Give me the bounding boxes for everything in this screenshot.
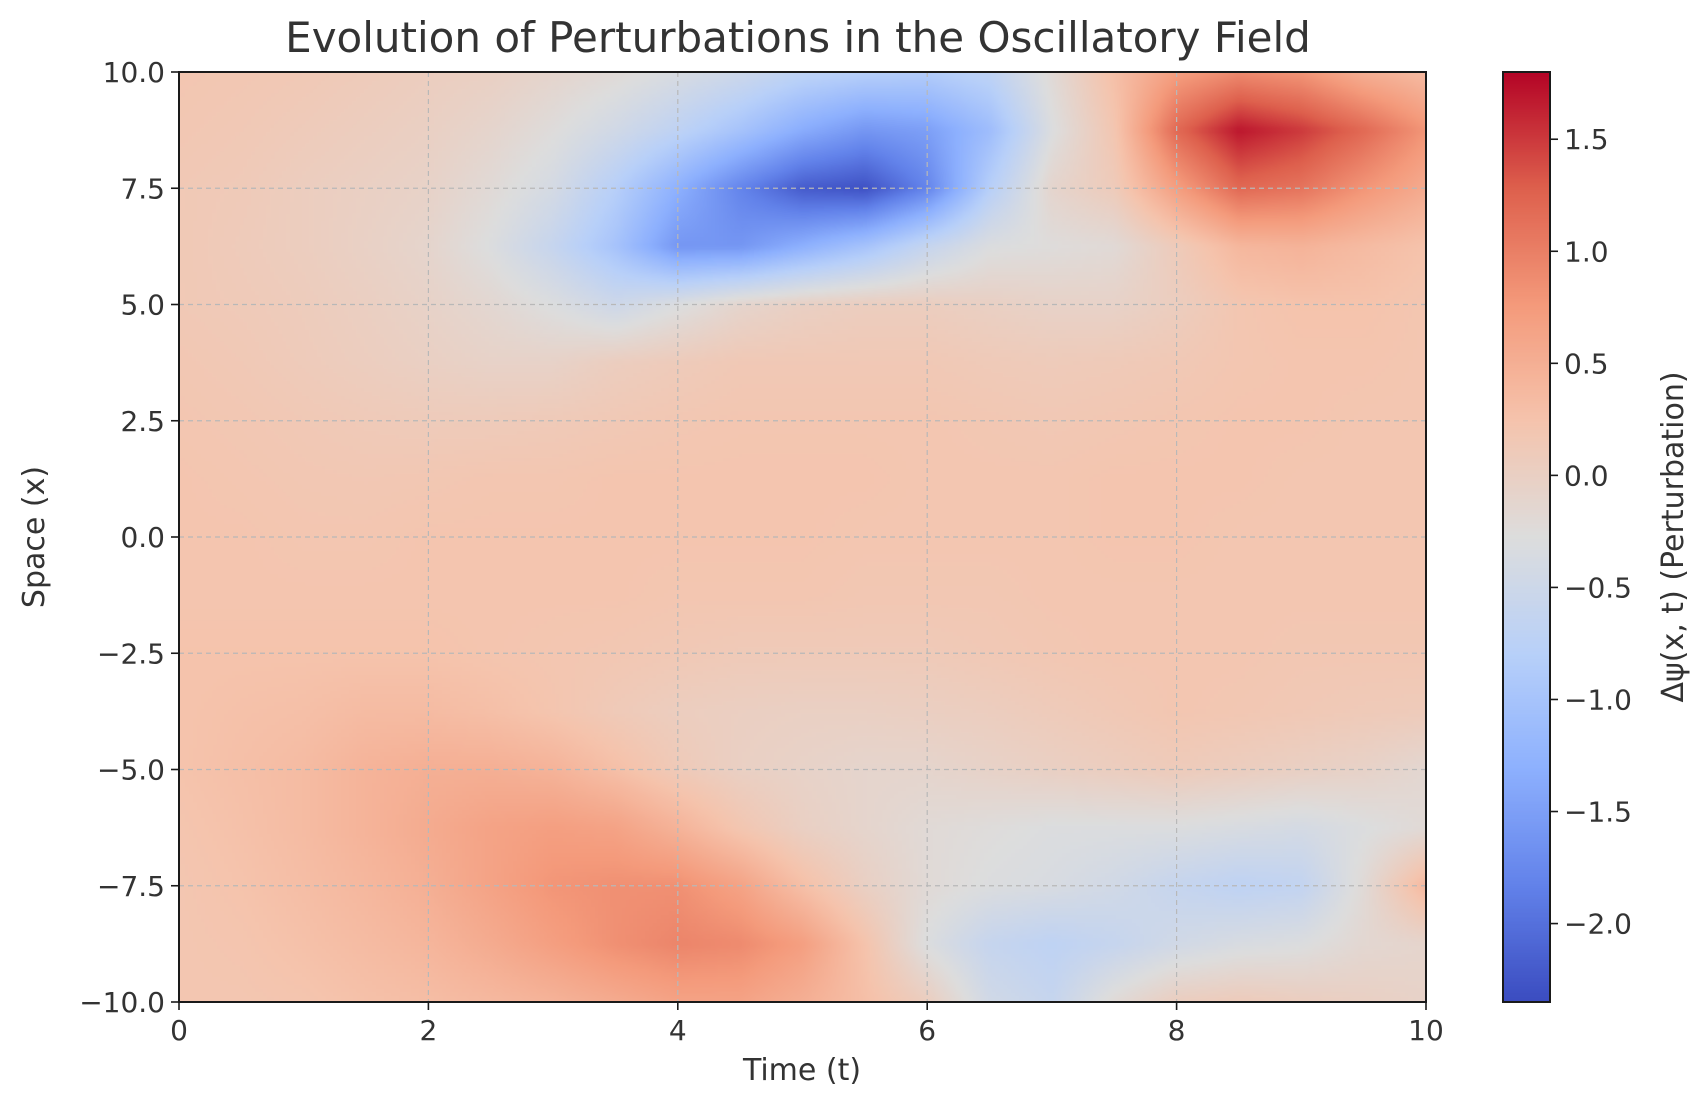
y-tick-label: −10.0 — [79, 986, 165, 1019]
x-tick-label: 10 — [1408, 1014, 1444, 1047]
y-tick-label: −5.0 — [97, 754, 165, 787]
x-tick-label: 8 — [1168, 1014, 1186, 1047]
x-tick-label: 0 — [170, 1014, 188, 1047]
colorbar-ticks: −2.0 −1.5 −1.0 −0.5 0.0 0.5 1.0 1.5 — [1550, 123, 1632, 941]
chart-title: Evolution of Perturbations in the Oscill… — [285, 13, 1311, 62]
plot-area — [178, 71, 1427, 1003]
x-tick-label: 4 — [669, 1014, 687, 1047]
x-axis-ticks: 0 2 4 6 8 10 — [170, 1002, 1444, 1047]
x-axis-label: Time (t) — [742, 1053, 861, 1088]
colorbar-tick-label: −2.0 — [1564, 908, 1632, 941]
colorbar-tick-label: −1.0 — [1564, 683, 1632, 716]
colorbar-label: Δψ(x, t) (Perturbation) — [1656, 371, 1691, 702]
x-tick-label: 6 — [918, 1014, 936, 1047]
colorbar-tick-label: −0.5 — [1564, 571, 1632, 604]
y-tick-label: 7.5 — [120, 172, 165, 205]
colorbar-tick-label: 1.0 — [1564, 235, 1609, 268]
colorbar-tick-label: −1.5 — [1564, 796, 1632, 829]
colorbar: −2.0 −1.5 −1.0 −0.5 0.0 0.5 1.0 1.5 Δψ(x, t) (P… — [1502, 71, 1691, 1003]
colorbar-gradient — [1503, 72, 1550, 1002]
y-tick-label: 10.0 — [103, 56, 165, 89]
y-tick-label: 5.0 — [120, 289, 165, 322]
y-tick-label: 2.5 — [120, 405, 165, 438]
colorbar-tick-label: 1.5 — [1564, 123, 1609, 156]
colorbar-tick-label: 0.0 — [1564, 459, 1609, 492]
x-tick-label: 2 — [419, 1014, 437, 1047]
colorbar-tick-label: 0.5 — [1564, 347, 1609, 380]
y-tick-label: −7.5 — [97, 870, 165, 903]
y-axis-label: Space (x) — [17, 466, 52, 608]
y-tick-label: 0.0 — [120, 521, 165, 554]
y-axis-ticks: −10.0 −7.5 −5.0 −2.5 0.0 2.5 5.0 7.5 10.0 — [79, 56, 179, 1019]
colorbar-frame — [1502, 71, 1551, 1003]
y-tick-label: −2.5 — [97, 637, 165, 670]
